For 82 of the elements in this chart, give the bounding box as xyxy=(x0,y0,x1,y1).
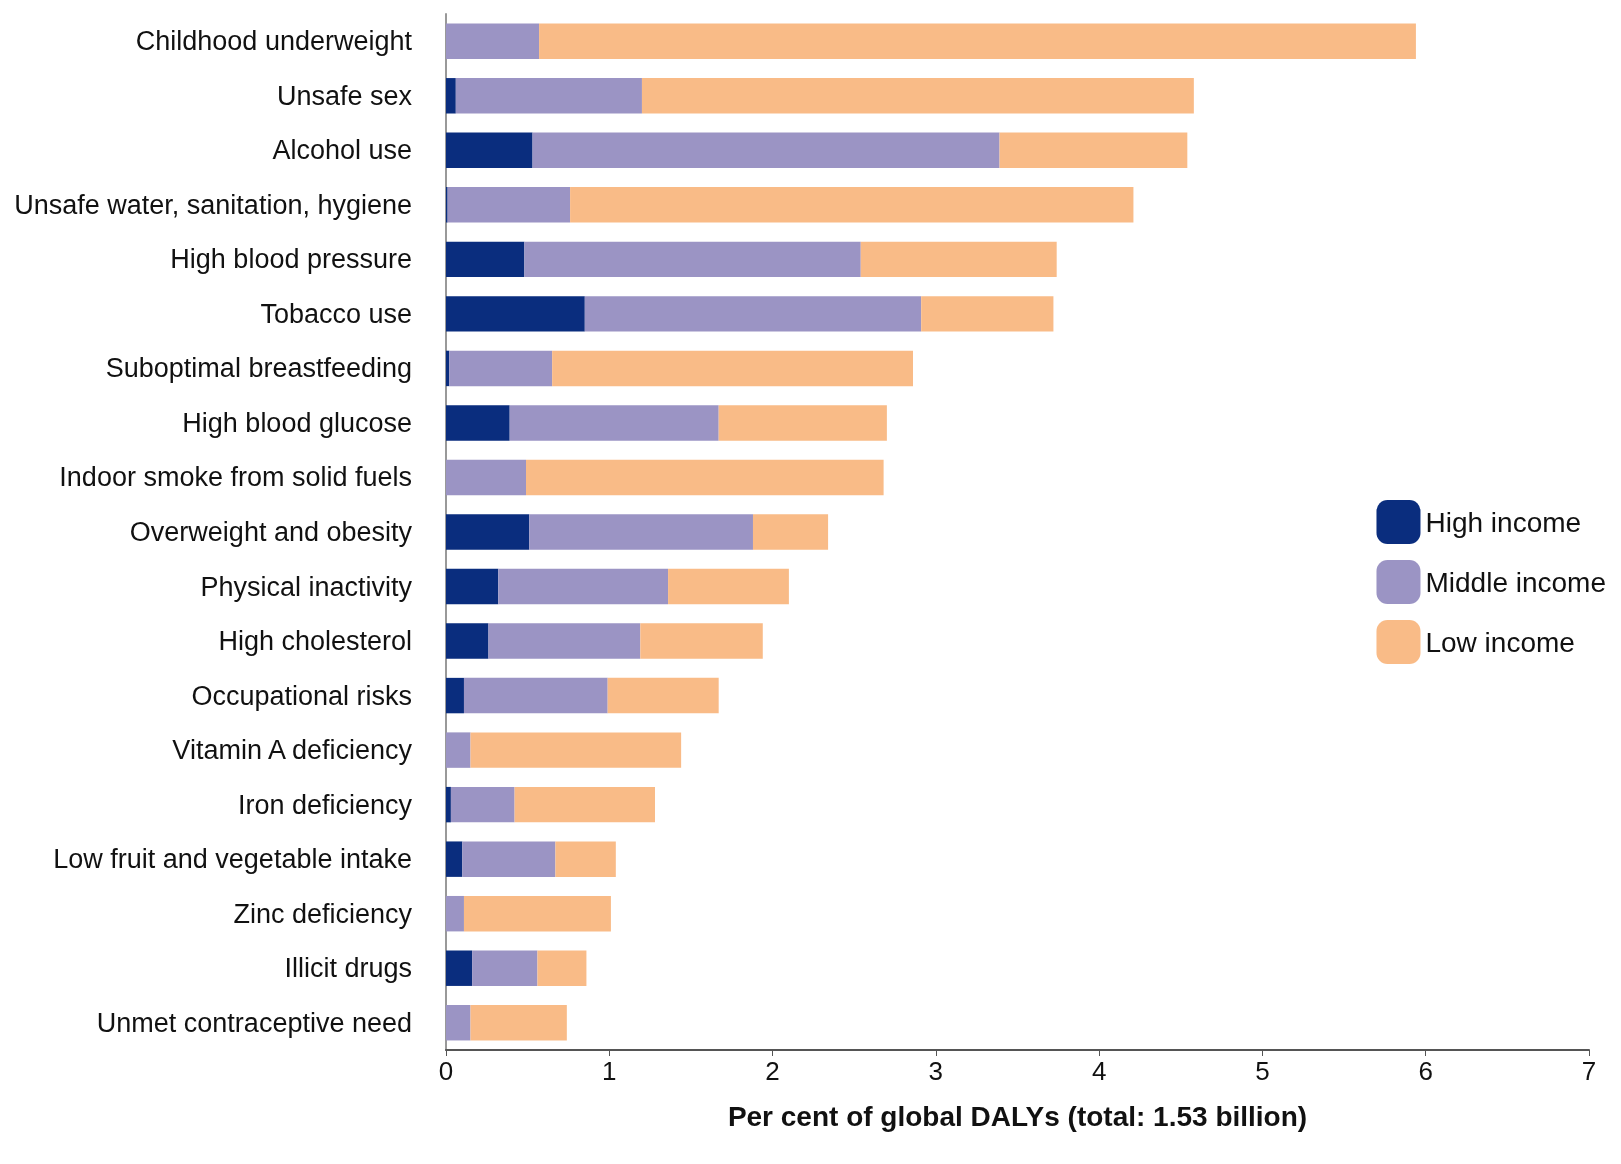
bar xyxy=(450,786,515,823)
bar xyxy=(446,841,463,877)
bar xyxy=(529,514,753,550)
y-tick-label: Indoor smoke from solid fuels xyxy=(59,462,412,493)
y-tick-label: Vitamin A deficiency xyxy=(172,735,413,766)
bar xyxy=(640,623,763,659)
bar xyxy=(446,1005,471,1041)
bar xyxy=(446,459,527,496)
x-tick-label: 7 xyxy=(1581,1056,1597,1086)
bar xyxy=(449,350,553,387)
bar xyxy=(472,950,538,986)
bar xyxy=(446,786,451,823)
bar xyxy=(488,623,641,659)
y-tick-label: Zinc deficiency xyxy=(233,898,413,929)
y-tick-label: Illicit drugs xyxy=(284,953,412,984)
y-tick-label: Tobacco use xyxy=(260,298,412,329)
bar xyxy=(539,23,1416,59)
x-tick-label: 6 xyxy=(1418,1056,1433,1086)
bar xyxy=(463,895,611,932)
bar xyxy=(446,405,510,441)
y-tick-label: Suboptimal breastfeeding xyxy=(105,353,412,384)
y-tick-label: Overweight and obesity xyxy=(129,517,413,547)
bar xyxy=(509,405,719,441)
bar xyxy=(446,350,450,387)
bar xyxy=(446,78,456,114)
legend-label: High income xyxy=(1425,506,1582,538)
bar xyxy=(446,732,471,768)
bar xyxy=(446,895,464,932)
bar xyxy=(752,514,829,550)
y-tick-label: Unsafe sex xyxy=(276,80,413,111)
bar xyxy=(532,132,1000,169)
bar xyxy=(524,241,861,278)
bar xyxy=(446,950,473,986)
y-tick-label: Physical inactivity xyxy=(200,571,413,602)
x-tick-label: 2 xyxy=(765,1056,780,1086)
x-tick-label: 3 xyxy=(928,1056,944,1086)
y-tick-label: High blood pressure xyxy=(170,244,412,275)
bar xyxy=(526,459,884,496)
y-tick-label: Occupational risks xyxy=(191,680,412,711)
bar xyxy=(555,841,616,877)
bar xyxy=(446,241,525,278)
y-tick-label: Childhood underweight xyxy=(135,26,413,57)
x-tick-label: 0 xyxy=(438,1056,454,1086)
bar xyxy=(718,405,887,441)
bar xyxy=(446,568,499,605)
bar xyxy=(514,786,656,823)
bar xyxy=(446,23,540,59)
bar xyxy=(584,296,922,332)
legend-label: Middle income xyxy=(1425,566,1607,598)
x-tick-label: 1 xyxy=(602,1056,617,1086)
legend-label: Low income xyxy=(1425,626,1575,658)
y-tick-label: Unsafe water, sanitation, hygiene xyxy=(14,189,412,220)
y-tick-label: Unmet contraceptive need xyxy=(96,1007,412,1038)
bar xyxy=(447,187,571,223)
bar xyxy=(607,677,719,714)
bar xyxy=(552,350,913,387)
bar xyxy=(446,514,530,550)
bar xyxy=(446,677,464,714)
x-axis-title: Per cent of global DALYs (total: 1.53 billion) xyxy=(727,1100,1308,1132)
x-tick-label: 5 xyxy=(1255,1056,1270,1086)
bar xyxy=(470,1005,567,1041)
bar xyxy=(668,568,789,605)
y-tick-label: Low fruit and vegetable intake xyxy=(53,844,412,875)
bar xyxy=(999,132,1188,169)
bar xyxy=(462,841,556,877)
bar xyxy=(641,78,1194,114)
bar xyxy=(446,296,585,332)
bar xyxy=(921,296,1054,332)
bar xyxy=(537,950,587,986)
bar xyxy=(446,132,533,169)
y-tick-label: Iron deficiency xyxy=(237,789,413,820)
bar xyxy=(463,677,608,714)
y-tick-label: High cholesterol xyxy=(218,626,412,657)
y-tick-label: Alcohol use xyxy=(272,135,412,166)
bar xyxy=(570,187,1134,223)
bar xyxy=(860,241,1057,278)
x-tick-label: 4 xyxy=(1091,1056,1107,1086)
bar xyxy=(470,732,682,768)
y-tick-label: High blood glucose xyxy=(182,407,412,438)
bar xyxy=(446,623,489,659)
bar xyxy=(498,568,669,605)
bar xyxy=(455,78,642,114)
